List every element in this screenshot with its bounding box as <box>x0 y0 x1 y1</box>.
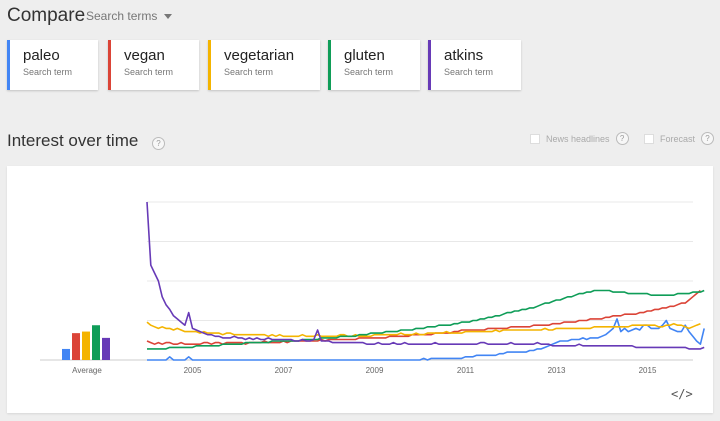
chart-panel <box>7 166 713 413</box>
search-terms-dropdown[interactable]: Search terms <box>86 9 173 23</box>
term-subtitle: Search term <box>124 67 174 77</box>
series-line-vegetarian <box>146 321 701 338</box>
x-tick-label: 2007 <box>275 366 293 375</box>
series-line-paleo <box>147 318 705 361</box>
forecast-label: Forecast <box>660 133 696 144</box>
term-card-gluten[interactable]: gluten Search term <box>328 40 420 90</box>
term-card-paleo[interactable]: paleo Search term <box>7 40 98 90</box>
series-line-vegan <box>146 289 701 346</box>
top-bar: Compare Search terms <box>0 0 720 34</box>
term-name: vegan <box>124 47 165 64</box>
series-line-atkins <box>146 201 705 350</box>
help-icon[interactable]: ? <box>615 132 629 145</box>
term-card-vegan[interactable]: vegan Search term <box>108 40 199 90</box>
chevron-down-icon <box>164 13 173 19</box>
term-subtitle: Search term <box>23 67 73 77</box>
news-headlines-option[interactable]: News headlines ? <box>530 132 629 145</box>
forecast-option[interactable]: Forecast ? <box>644 132 715 145</box>
term-subtitle: Search term <box>224 67 274 77</box>
x-tick-label: 2013 <box>548 366 566 375</box>
help-icon[interactable]: ? <box>701 132 715 145</box>
average-label: Average <box>72 366 102 375</box>
term-name: atkins <box>444 47 484 64</box>
x-tick-label: 2009 <box>366 366 384 375</box>
term-card-vegetarian[interactable]: vegetarian Search term <box>208 40 320 90</box>
x-tick-label: 2011 <box>457 366 475 375</box>
news-headlines-label: News headlines <box>546 133 610 144</box>
embed-code-icon[interactable]: </> <box>671 387 693 401</box>
average-bar-paleo <box>62 348 70 360</box>
term-card-atkins[interactable]: atkins Search term <box>428 40 521 90</box>
average-bar-vegan <box>72 333 80 360</box>
average-bar-atkins <box>102 337 110 360</box>
term-name: gluten <box>344 47 385 64</box>
compare-title: Compare <box>7 5 86 26</box>
term-subtitle: Search term <box>344 67 394 77</box>
x-tick-label: 2015 <box>639 366 657 375</box>
interest-over-time-title: Interest over time <box>7 131 139 150</box>
average-bar-gluten <box>92 325 100 360</box>
term-subtitle: Search term <box>444 67 494 77</box>
term-name: paleo <box>23 47 60 64</box>
series-line-gluten <box>147 289 705 350</box>
help-icon[interactable]: ? <box>152 137 165 150</box>
news-headlines-checkbox[interactable] <box>530 133 540 144</box>
x-tick-label: 2005 <box>184 366 202 375</box>
average-bar-vegetarian <box>82 331 90 360</box>
term-name: vegetarian <box>224 47 295 64</box>
forecast-checkbox[interactable] <box>644 133 654 144</box>
search-terms-label: Search terms <box>86 9 158 23</box>
